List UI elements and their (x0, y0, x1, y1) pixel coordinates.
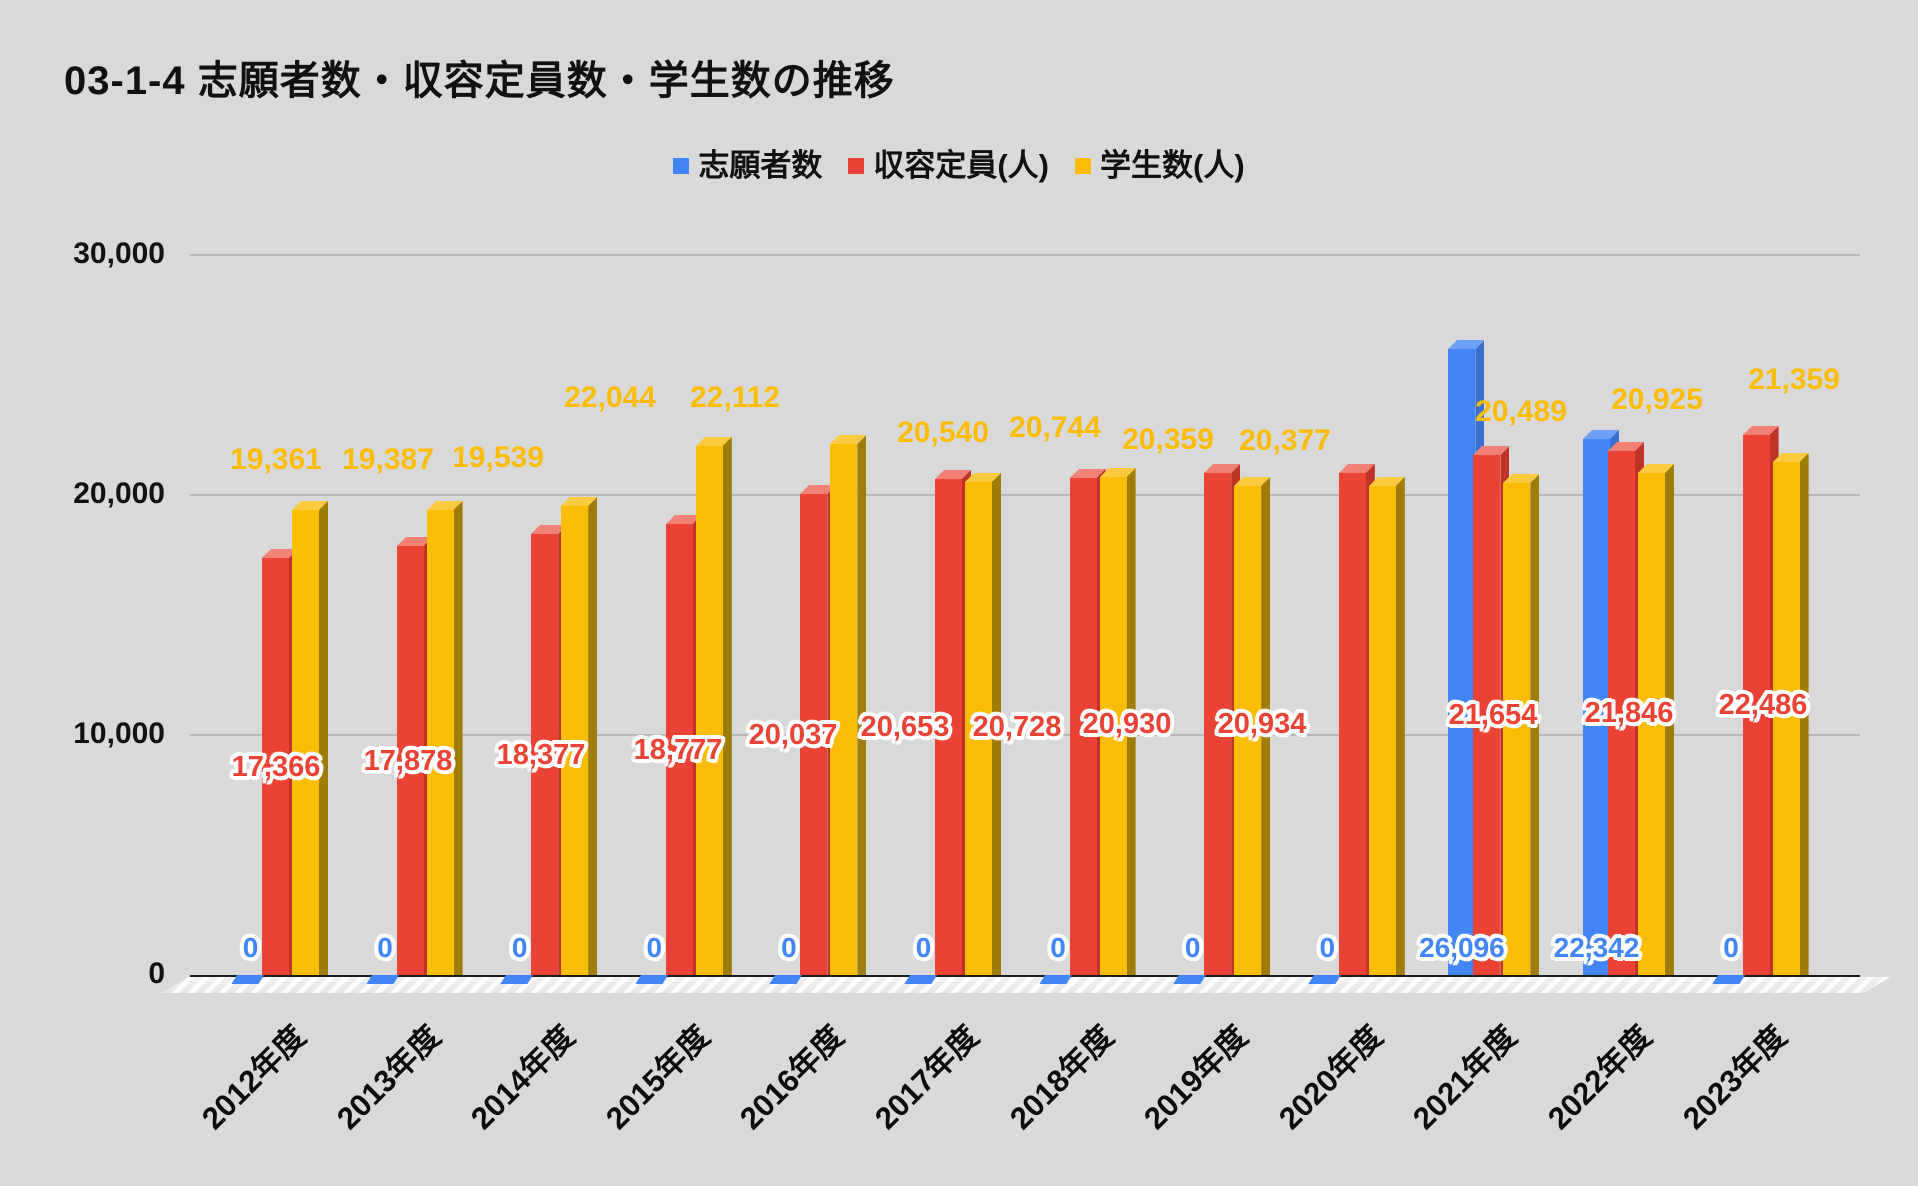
bar-zero-tile (904, 975, 937, 984)
bar-side-face (1665, 464, 1674, 975)
value-label-applicants: 0 (1184, 932, 1201, 963)
value-label-capacity: 20,728 (972, 710, 1062, 743)
bar-side-face (588, 497, 598, 975)
value-label-students: 22,044 (564, 381, 656, 414)
bar (1099, 468, 1136, 975)
bar (695, 437, 732, 975)
value-label-capacity: 20,037 (748, 718, 838, 751)
chart-legend: 志願者数 収容定員(人) 学生数(人) (0, 138, 1918, 186)
value-label-capacity: 17,366 (231, 750, 321, 783)
bar-side-face (453, 501, 463, 975)
chart-title: 03-1-4 志願者数・収容定員数・学生数の推移 (64, 59, 895, 103)
value-label-capacity: 18,377 (496, 738, 586, 771)
bar-side-face (857, 435, 867, 975)
value-label-applicants: 0 (1050, 932, 1066, 963)
value-label-students: 22,112 (689, 381, 781, 414)
value-label-capacity: 20,934 (1217, 708, 1307, 740)
value-label-students: 21,359 (1748, 363, 1840, 396)
bar-side-face (319, 501, 328, 975)
value-label-students: 20,359 (1122, 423, 1214, 456)
y-axis-tick: 30,000 (73, 237, 165, 270)
value-label-capacity: 20,653 (860, 711, 950, 743)
legend-marker (848, 158, 865, 174)
bar (426, 501, 463, 975)
bar-side-face (1261, 477, 1271, 975)
bar-zero-tile (231, 975, 264, 984)
value-label-applicants: 0 (1319, 932, 1336, 963)
value-label-applicants: 0 (915, 932, 932, 963)
legend-marker (1075, 158, 1091, 174)
bar-zero-tile (365, 975, 399, 984)
gridline (190, 494, 1860, 496)
bar-side-face (1530, 474, 1540, 975)
value-label-students: 19,539 (452, 441, 544, 474)
bar (1368, 477, 1405, 975)
value-label-applicants: 0 (781, 932, 797, 963)
bar-zero-tile (635, 975, 668, 984)
value-label-applicants: 0 (646, 932, 663, 963)
value-label-capacity: 21,846 (1584, 697, 1674, 729)
gridline (190, 254, 1860, 256)
value-label-capacity: 22,486 (1718, 689, 1808, 721)
value-label-applicants: 0 (377, 932, 393, 963)
bar (1772, 453, 1809, 975)
bar (1338, 464, 1375, 975)
legend-item: 収容定員(人) (848, 140, 1049, 185)
value-label-students: 19,387 (342, 443, 434, 476)
legend-item: 志願者数 (673, 140, 822, 185)
plot-area: 0 17,366 19,361 0 17,878 19,387 0 18,377 19,539 0… (190, 254, 1860, 984)
legend-label: 志願者数 (698, 147, 823, 183)
bar (1234, 477, 1271, 975)
bar-zero-tile (1711, 975, 1745, 984)
value-label-applicants: 26,096 (1419, 932, 1505, 963)
value-label-students: 20,925 (1611, 383, 1703, 416)
chart-floor-3d (162, 977, 1890, 993)
bar (561, 497, 598, 975)
value-label-capacity: 20,930 (1082, 708, 1172, 740)
bar-side-face (1126, 468, 1136, 975)
legend-marker (673, 158, 690, 174)
bar (1448, 340, 1485, 975)
legend-label: 学生数(人) (1100, 147, 1245, 183)
bar (1638, 464, 1674, 975)
bar (830, 435, 867, 975)
bar-zero-tile (1308, 975, 1341, 984)
legend-item: 学生数(人) (1075, 140, 1245, 185)
value-label-applicants: 0 (511, 932, 528, 963)
value-label-students: 19,361 (230, 443, 322, 476)
value-label-students: 20,540 (897, 416, 989, 449)
legend-label: 収容定員(人) (873, 147, 1049, 183)
value-label-students: 20,744 (1009, 411, 1101, 444)
y-axis-tick: 20,000 (73, 477, 165, 510)
value-label-students: 20,377 (1239, 424, 1331, 457)
bar-side-face (722, 437, 732, 975)
bar-zero-tile (1038, 975, 1072, 984)
value-label-students: 20,489 (1475, 395, 1567, 428)
value-label-capacity: 17,878 (363, 744, 453, 777)
bar-side-face (1395, 477, 1405, 975)
value-label-applicants: 0 (1723, 932, 1739, 963)
bar (1503, 474, 1540, 975)
bar-side-face (992, 473, 1001, 975)
y-axis-tick: 0 (148, 957, 165, 990)
bar (292, 501, 328, 975)
gridline (190, 734, 1860, 736)
value-label-capacity: 21,654 (1448, 699, 1538, 731)
bar-side-face (1799, 453, 1809, 975)
value-label-applicants: 22,342 (1553, 932, 1640, 963)
value-label-capacity: 18,777 (633, 733, 723, 766)
y-axis-tick: 10,000 (73, 717, 165, 750)
value-label-applicants: 0 (242, 932, 259, 963)
bar (965, 473, 1001, 975)
